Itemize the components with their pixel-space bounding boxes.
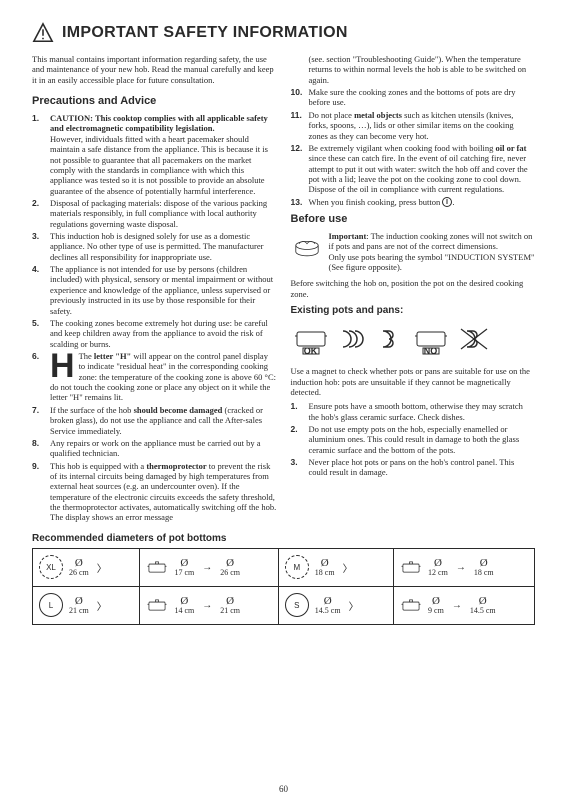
- list-item: Make sure the cooking zones and the bott…: [291, 87, 536, 108]
- magnet-icon: [377, 327, 403, 353]
- no-label: NO: [424, 346, 438, 356]
- list-item: This induction hob is designed solely fo…: [32, 231, 277, 262]
- table-title: Recommended diameters of pot bottoms: [32, 533, 535, 544]
- ok-label: OK: [304, 346, 318, 356]
- list-item: If the surface of the hob should become …: [32, 405, 277, 436]
- table-cell-zone: XLØ26 cm〉: [33, 548, 140, 586]
- list-item: Do not place metal objects such as kitch…: [291, 110, 536, 141]
- table-cell-range: Ø9 cm→Ø14.5 cm: [394, 586, 535, 624]
- right-column: (see. section "Troubleshooting Guide"). …: [291, 54, 536, 525]
- diameter-table: XLØ26 cm〉Ø17 cm→Ø26 cmMØ18 cm〉Ø12 cm→Ø18…: [32, 548, 535, 625]
- intro-paragraph: This manual contains important informati…: [32, 54, 277, 85]
- pots-compatibility-row: OK NO: [291, 322, 536, 358]
- list-item: HThe letter "H" will appear on the contr…: [32, 351, 277, 403]
- two-column-layout: This manual contains important informati…: [32, 54, 535, 525]
- table-cell-zone: SØ14.5 cm〉: [278, 586, 393, 624]
- list-item: This hob is equipped with a thermoprotec…: [32, 461, 277, 523]
- page-number: 60: [279, 784, 288, 794]
- warning-triangle-icon: [32, 22, 54, 44]
- before-use-important: Important: The induction cooking zones w…: [329, 231, 536, 272]
- table-cell-range: Ø12 cm→Ø18 cm: [394, 548, 535, 586]
- table-cell-range: Ø14 cm→Ø21 cm: [140, 586, 278, 624]
- list-item: Ensure pots have a smooth bottom, otherw…: [291, 401, 536, 422]
- diameter-table-section: Recommended diameters of pot bottoms XLØ…: [32, 533, 535, 625]
- table-cell-zone: LØ21 cm〉: [33, 586, 140, 624]
- pots-heading: Existing pots and pans:: [291, 305, 536, 316]
- precautions-list: CAUTION: This cooktop complies with all …: [32, 113, 277, 523]
- list-item: When you finish cooking, press button .: [291, 197, 536, 207]
- list-item: The cooking zones become extremely hot d…: [32, 318, 277, 349]
- magnet-ok-icon: [339, 327, 369, 353]
- list-item: Any repairs or work on the appliance mus…: [32, 438, 277, 459]
- before-use-text: Before switching the hob on, position th…: [291, 278, 536, 299]
- before-use-block: Important: The induction cooking zones w…: [291, 231, 536, 272]
- pots-text: Use a magnet to check whether pots or pa…: [291, 366, 536, 397]
- continuation-paragraph: (see. section "Troubleshooting Guide"). …: [291, 54, 536, 85]
- list-item: Do not use empty pots on the hob, especi…: [291, 424, 536, 455]
- list-item: CAUTION: This cooktop complies with all …: [32, 113, 277, 196]
- list-item: Never place hot pots or pans on the hob'…: [291, 457, 536, 478]
- power-button-icon: [442, 197, 452, 207]
- list-item: Disposal of packaging materials: dispose…: [32, 198, 277, 229]
- magnet-crossed-icon: [459, 327, 489, 353]
- induction-pot-icon: [291, 231, 323, 263]
- precautions-heading: Precautions and Advice: [32, 95, 277, 107]
- table-cell-zone: MØ18 cm〉: [278, 548, 393, 586]
- table-cell-range: Ø17 cm→Ø26 cm: [140, 548, 278, 586]
- list-item: Be extremely vigilant when cooking food …: [291, 143, 536, 195]
- list-item: The appliance is not intended for use by…: [32, 264, 277, 316]
- pots-list: Ensure pots have a smooth bottom, otherw…: [291, 401, 536, 478]
- left-column: This manual contains important informati…: [32, 54, 277, 525]
- precautions-list-continued: Make sure the cooking zones and the bott…: [291, 87, 536, 207]
- header: IMPORTANT SAFETY INFORMATION: [32, 22, 535, 44]
- pot-ok-icon: OK: [291, 322, 331, 358]
- pot-no-icon: NO: [411, 322, 451, 358]
- before-use-heading: Before use: [291, 213, 536, 225]
- page-title: IMPORTANT SAFETY INFORMATION: [62, 24, 348, 42]
